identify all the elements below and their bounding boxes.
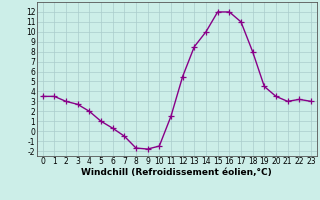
X-axis label: Windchill (Refroidissement éolien,°C): Windchill (Refroidissement éolien,°C) (81, 168, 272, 177)
